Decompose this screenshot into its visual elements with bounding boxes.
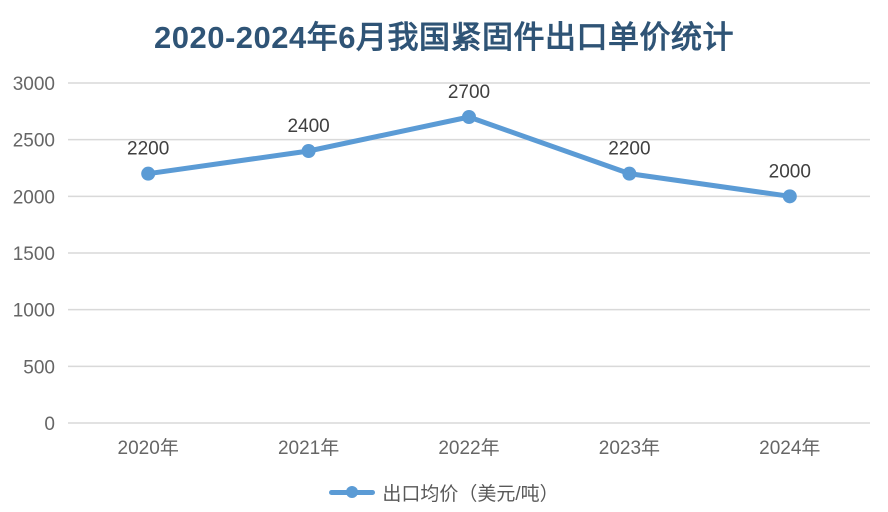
x-axis-tick-label: 2021年 xyxy=(278,437,339,459)
data-point-label: 2200 xyxy=(608,139,650,160)
data-point-label: 2000 xyxy=(769,161,811,182)
data-point-marker xyxy=(782,189,797,204)
data-point-label: 2400 xyxy=(287,116,329,137)
y-axis-tick-label: 0 xyxy=(44,414,55,435)
legend-line-marker-icon xyxy=(329,486,376,498)
y-axis-tick-label: 3000 xyxy=(13,74,55,95)
data-point-marker xyxy=(622,166,637,181)
data-point-label: 2200 xyxy=(127,139,169,160)
data-point-marker xyxy=(301,144,316,158)
y-axis-tick-label: 1500 xyxy=(13,244,55,265)
chart-title: 2020-2024年6月我国紧固件出口单价统计 xyxy=(154,20,734,55)
x-axis-tick-label: 2023年 xyxy=(599,437,660,459)
data-point-label: 2700 xyxy=(448,82,490,103)
series-line xyxy=(145,114,793,199)
data-point-marker xyxy=(462,110,476,124)
chart-legend: 出口均价（美元/吨） xyxy=(0,478,888,506)
y-axis-tick-label: 2500 xyxy=(13,131,55,152)
y-axis-tick-label: 500 xyxy=(23,357,55,378)
legend-dot xyxy=(346,486,359,498)
legend-label: 出口均价（美元/吨） xyxy=(382,483,559,505)
x-axis-tick-label: 2022年 xyxy=(438,437,499,459)
y-axis-tick-label: 1000 xyxy=(13,301,55,322)
data-point-marker xyxy=(141,166,156,181)
x-axis-tick-label: 2020年 xyxy=(118,437,179,459)
y-axis-tick-label: 2000 xyxy=(13,187,55,208)
x-axis-tick-label: 2024年 xyxy=(759,437,820,459)
